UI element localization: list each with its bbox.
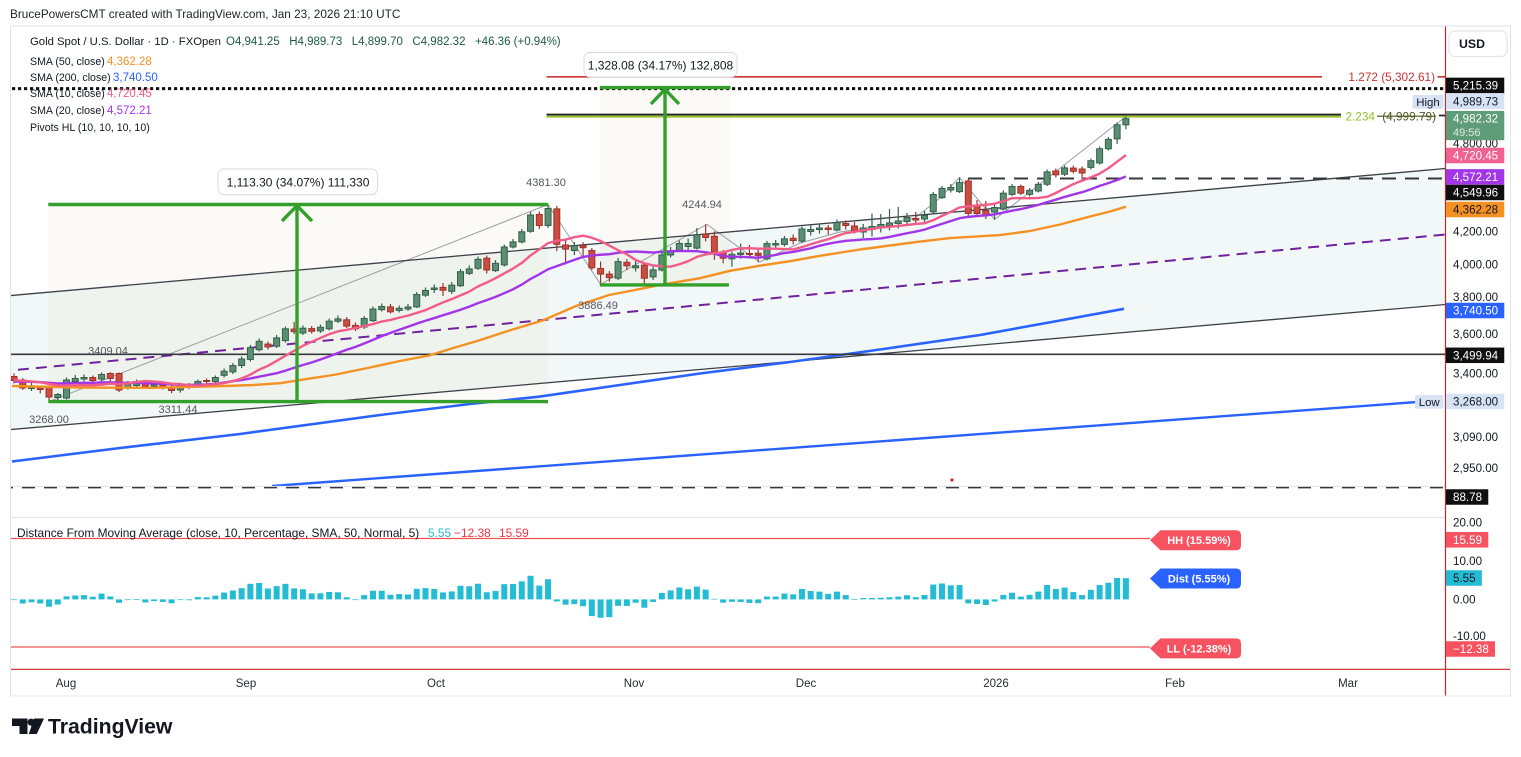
- svg-text:4,720.45: 4,720.45: [107, 88, 152, 100]
- svg-text:High: High: [1416, 97, 1439, 109]
- svg-text:SMA (200, close): SMA (200, close): [30, 72, 111, 84]
- svg-text:3,268.00: 3,268.00: [1453, 396, 1498, 409]
- svg-text:3,090.00: 3,090.00: [1453, 431, 1498, 444]
- svg-text:1,328.08 (34.17%) 132,808: 1,328.08 (34.17%) 132,808: [588, 59, 734, 73]
- svg-text:5.55: 5.55: [428, 526, 452, 540]
- svg-text:L4,899.70: L4,899.70: [352, 36, 403, 48]
- svg-text:LL (-12.38%): LL (-12.38%): [1167, 643, 1232, 655]
- svg-text:−12.38: −12.38: [454, 526, 491, 540]
- svg-text:3,600.00: 3,600.00: [1453, 328, 1498, 341]
- svg-text:4,572.21: 4,572.21: [1453, 171, 1498, 184]
- svg-text:Pivots HL (10, 10, 10, 10): Pivots HL (10, 10, 10, 10): [30, 122, 150, 134]
- svg-text:SMA (10, close): SMA (10, close): [30, 88, 105, 100]
- svg-text:5.55: 5.55: [1453, 572, 1476, 585]
- svg-text:BrucePowersCMT created with Tr: BrucePowersCMT created with TradingView.…: [10, 7, 401, 21]
- svg-text:3,499.94: 3,499.94: [1453, 349, 1499, 362]
- svg-text:SMA (50, close): SMA (50, close): [30, 56, 105, 68]
- svg-text:5,215.39: 5,215.39: [1453, 79, 1498, 92]
- svg-text:4381.30: 4381.30: [526, 177, 566, 189]
- svg-text:Low: Low: [1419, 397, 1441, 409]
- svg-text:20.00: 20.00: [1453, 517, 1482, 530]
- svg-text:O4,941.25: O4,941.25: [226, 36, 280, 48]
- svg-text:15.59: 15.59: [499, 526, 529, 540]
- svg-text:4,800.00: 4,800.00: [1453, 138, 1498, 151]
- svg-text:C4,982.32: C4,982.32: [412, 36, 465, 48]
- svg-text:4,200.00: 4,200.00: [1453, 226, 1498, 239]
- svg-text:Distance From Moving Average (: Distance From Moving Average (close, 10,…: [17, 526, 419, 540]
- svg-text:0.00: 0.00: [1453, 593, 1476, 606]
- svg-text:1.272 (5,302.61): 1.272 (5,302.61): [1348, 70, 1435, 84]
- svg-text:SMA (20, close): SMA (20, close): [30, 105, 105, 117]
- svg-text:USD: USD: [1459, 37, 1485, 51]
- svg-text:4,549.96: 4,549.96: [1453, 187, 1498, 200]
- svg-text:49:56: 49:56: [1453, 127, 1481, 139]
- svg-text:Oct: Oct: [427, 678, 446, 690]
- svg-text:Aug: Aug: [56, 678, 76, 690]
- svg-text:1,113.30 (34.07%) 111,330: 1,113.30 (34.07%) 111,330: [227, 176, 370, 190]
- svg-text:88.78: 88.78: [1453, 491, 1482, 504]
- svg-text:+46.36 (+0.94%): +46.36 (+0.94%): [475, 36, 561, 48]
- svg-text:Mar: Mar: [1338, 678, 1358, 690]
- svg-text:3409.04: 3409.04: [88, 346, 128, 358]
- svg-text:10.00: 10.00: [1453, 555, 1482, 568]
- svg-text:3,400.00: 3,400.00: [1453, 367, 1498, 380]
- svg-text:3,740.50: 3,740.50: [113, 72, 158, 84]
- svg-text:Sep: Sep: [236, 678, 256, 690]
- svg-text:Dec: Dec: [796, 678, 817, 690]
- svg-text:2026: 2026: [983, 678, 1009, 690]
- svg-text:3,740.50: 3,740.50: [1453, 305, 1498, 318]
- svg-text:-10.00: -10.00: [1453, 630, 1486, 643]
- svg-text:2.234: 2.234: [1345, 109, 1375, 123]
- svg-text:4244.94: 4244.94: [682, 199, 722, 211]
- svg-text:TradingView: TradingView: [48, 716, 173, 739]
- svg-text:Feb: Feb: [1165, 678, 1185, 690]
- svg-text:−12.38: −12.38: [1453, 643, 1489, 656]
- svg-text:H4,989.73: H4,989.73: [289, 36, 342, 48]
- svg-text:Dist (5.55%): Dist (5.55%): [1168, 574, 1231, 586]
- svg-text:Gold Spot / U.S. Dollar · 1D ·: Gold Spot / U.S. Dollar · 1D · FXOpen: [30, 36, 221, 48]
- svg-text:4,720.45: 4,720.45: [1453, 150, 1498, 163]
- svg-text:3,800.00: 3,800.00: [1453, 291, 1498, 304]
- svg-text:HH (15.59%): HH (15.59%): [1167, 535, 1231, 547]
- svg-text:Nov: Nov: [624, 678, 645, 690]
- svg-text:4,362.28: 4,362.28: [107, 56, 152, 68]
- svg-text:4,000.00: 4,000.00: [1453, 259, 1498, 272]
- svg-text:4,982.32: 4,982.32: [1453, 113, 1498, 126]
- svg-text:4,989.73: 4,989.73: [1453, 96, 1498, 109]
- svg-text:4,362.28: 4,362.28: [1453, 204, 1498, 217]
- svg-text:4,572.21: 4,572.21: [107, 105, 152, 117]
- svg-text:2,950.00: 2,950.00: [1453, 462, 1498, 475]
- svg-text:3311.44: 3311.44: [159, 404, 198, 416]
- svg-text:15.59: 15.59: [1453, 534, 1482, 547]
- svg-text:3268.00: 3268.00: [29, 414, 69, 426]
- svg-text:(4,999.79): (4,999.79): [1382, 109, 1436, 123]
- svg-text:3886.49: 3886.49: [578, 300, 618, 312]
